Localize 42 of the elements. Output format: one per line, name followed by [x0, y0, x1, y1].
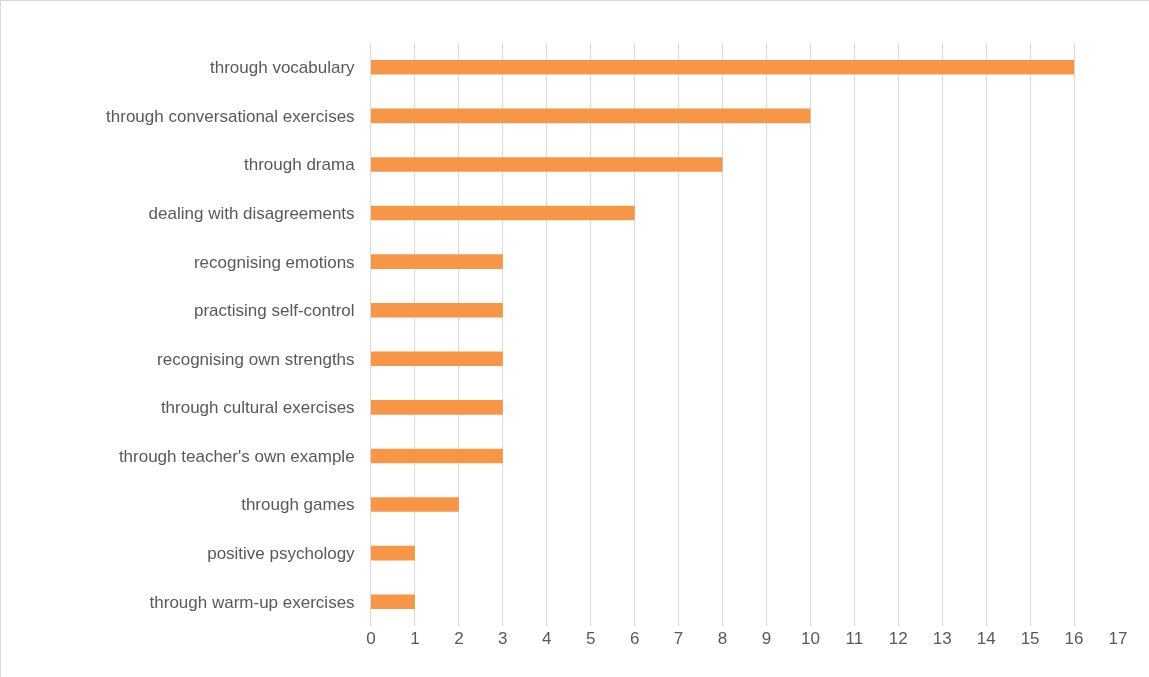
bar	[371, 448, 503, 464]
x-tick-label: 4	[542, 629, 552, 648]
y-tick-label: recognising emotions	[193, 252, 355, 272]
bar	[371, 545, 415, 561]
x-tick-label: 11	[845, 629, 864, 648]
x-tick-label: 0	[366, 629, 376, 648]
x-tick-label: 2	[454, 629, 464, 648]
y-tick-label: through warm-up exercises	[149, 592, 355, 612]
y-tick-label: through drama	[244, 155, 356, 175]
y-tick-label: dealing with disagreements	[148, 203, 355, 223]
bar	[371, 205, 635, 221]
bar	[371, 60, 1075, 75]
y-tick-label: practising self-control	[193, 301, 355, 321]
bar	[371, 157, 723, 172]
bar	[371, 351, 503, 367]
x-tick-label: 12	[888, 629, 908, 648]
y-tick-label: positive psychology	[207, 544, 356, 564]
x-tick-label: 9	[761, 629, 772, 648]
bar	[371, 594, 415, 609]
x-tick-label: 15	[1020, 629, 1040, 648]
x-tick-label: 8	[717, 629, 728, 648]
x-tick-label: 6	[629, 629, 640, 648]
bar	[371, 400, 503, 415]
x-tick-label: 14	[976, 629, 996, 648]
x-tick-label: 13	[932, 629, 952, 648]
y-tick-label: through teacher's own example	[118, 446, 355, 466]
y-tick-label: through conversational exercises	[106, 106, 355, 126]
x-tick-label: 5	[585, 629, 596, 648]
y-tick-label: through cultural exercises	[160, 398, 355, 418]
y-tick-label: through games	[241, 495, 355, 515]
x-tick-label: 1	[410, 629, 420, 648]
bar	[371, 108, 811, 124]
bar	[371, 302, 503, 318]
x-tick-label: 3	[498, 629, 508, 648]
x-tick-label: 7	[673, 629, 684, 648]
x-tick-label: 10	[800, 629, 820, 648]
x-tick-label: 16	[1064, 629, 1084, 648]
y-tick-label: recognising own strengths	[157, 349, 355, 369]
x-tick-label: 17	[1108, 629, 1128, 648]
y-tick-label: through vocabulary	[210, 58, 356, 78]
bar	[371, 497, 459, 512]
bar	[371, 254, 503, 269]
